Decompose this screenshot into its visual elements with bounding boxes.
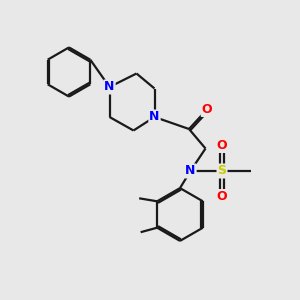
Text: O: O: [217, 139, 227, 152]
Text: O: O: [202, 103, 212, 116]
Text: O: O: [217, 190, 227, 203]
Text: S: S: [218, 164, 226, 178]
Text: N: N: [104, 80, 115, 94]
Text: N: N: [185, 164, 196, 178]
Text: N: N: [149, 110, 160, 124]
